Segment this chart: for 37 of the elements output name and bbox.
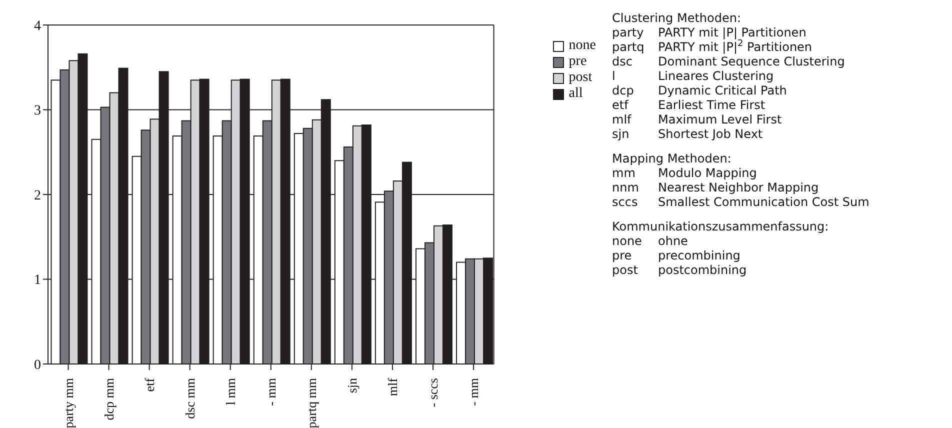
x-tick-label: sjn xyxy=(344,378,360,394)
legend-label: pre xyxy=(568,54,588,70)
text: sccs Smallest Communication Cost Sum xyxy=(612,195,870,209)
text: sjn Shortest Job Next xyxy=(612,127,763,141)
x-tick-label: - mm xyxy=(263,378,278,406)
text: Kommunikationszusammenfassung: xyxy=(612,220,829,234)
x-tick-label: etf xyxy=(142,377,157,392)
text: partq PARTY mit |P|$^{2}$ Partitionen xyxy=(612,39,812,54)
y-tick-label: 3 xyxy=(34,104,41,119)
text: nnm Nearest Neighbor Mapping xyxy=(612,180,819,194)
text: Mapping Methoden: xyxy=(612,152,732,166)
legend-label: none xyxy=(568,38,596,54)
text: etf Earliest Time First xyxy=(612,98,766,112)
y-tick-label: 1 xyxy=(34,273,41,288)
legend-label: all xyxy=(568,86,584,102)
text: l Lineares Clustering xyxy=(612,69,774,83)
legend-label: post xyxy=(568,70,594,86)
text: Clustering Methoden: xyxy=(612,11,741,25)
text: mlf Maximum Level First xyxy=(612,112,782,126)
y-tick-label: 0 xyxy=(34,358,41,373)
x-tick-label: partq mm xyxy=(304,378,319,428)
y-tick-label: 4 xyxy=(34,18,41,34)
x-tick-label: dcp mm xyxy=(101,378,116,420)
text: pre precombining xyxy=(612,248,740,262)
y-tick-label: 2 xyxy=(34,188,41,204)
text: mm Modulo Mapping xyxy=(612,166,757,180)
x-tick-label: dsc mm xyxy=(182,378,198,419)
x-tick-label: - mm xyxy=(466,378,482,406)
text: dsc Dominant Sequence Clustering xyxy=(612,54,845,68)
x-tick-label: mlf xyxy=(384,377,400,396)
x-tick-label: - sccs xyxy=(425,378,440,408)
x-tick-label: party mm xyxy=(60,378,76,428)
text: dcp Dynamic Critical Path xyxy=(612,84,787,98)
text: post postcombining xyxy=(612,263,747,277)
text: party PARTY mit |P| Partitionen xyxy=(612,26,806,40)
text: none ohne xyxy=(612,234,688,248)
x-tick-label: l mm xyxy=(222,378,238,406)
